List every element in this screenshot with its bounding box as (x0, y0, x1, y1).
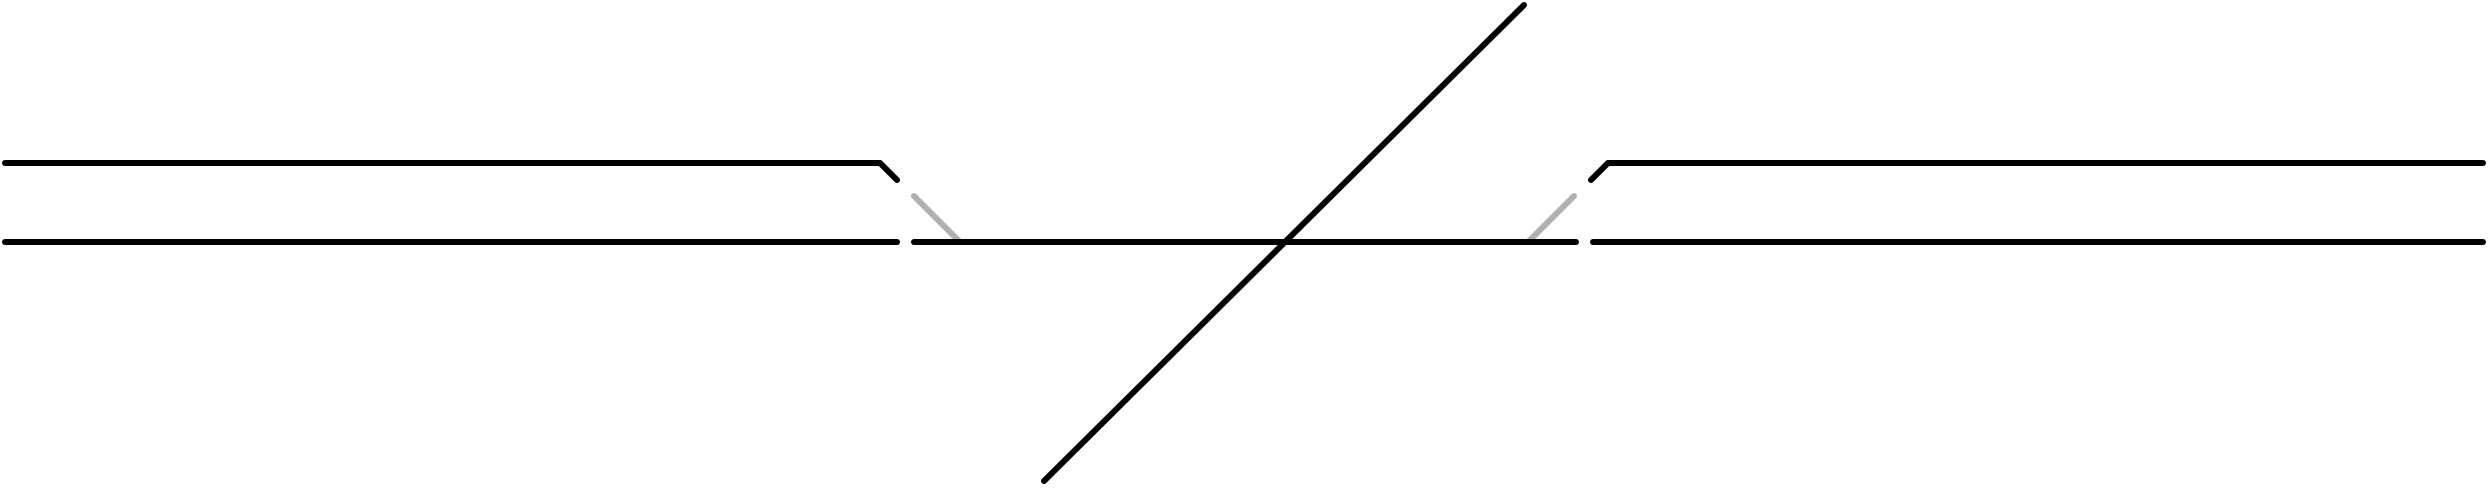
upper-right-switch-diverge (1588, 160, 1611, 183)
diagonal-crossing-track (1041, 2, 1527, 484)
upper-left-switch-inactive (911, 193, 963, 245)
upper-right-switch-inactive (1525, 193, 1577, 245)
upper-left-switch-diverge (877, 160, 900, 183)
